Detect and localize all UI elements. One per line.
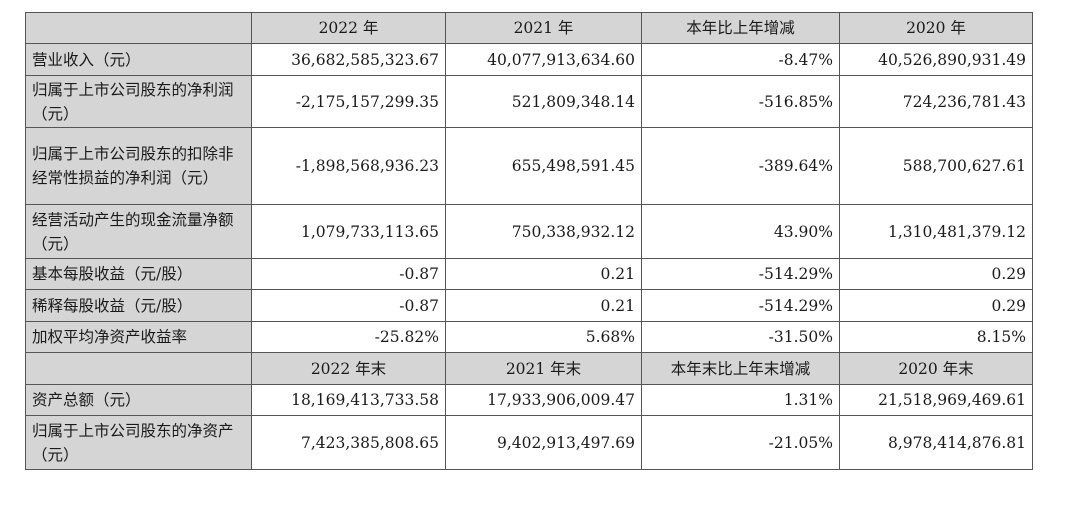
value-cell: -2,175,157,299.35 <box>251 75 446 128</box>
value-cell: 8,978,414,876.81 <box>839 415 1033 470</box>
value-cell: 36,682,585,323.67 <box>251 43 446 76</box>
value-cell: 1,079,733,113.65 <box>251 204 446 259</box>
value-cell: 1.31% <box>641 384 840 416</box>
header-cell: 本年比上年增减 <box>641 12 840 44</box>
table-header-row: 2022 年末 2021 年末 本年末比上年末增减 2020 年末 <box>25 352 1033 385</box>
table-row: 经营活动产生的现金流量净额（元） 1,079,733,113.65 750,33… <box>25 204 1033 259</box>
table-row: 稀释每股收益（元/股） -0.87 0.21 -514.29% 0.29 <box>25 289 1033 322</box>
value-cell: -389.64% <box>641 127 840 205</box>
row-label: 归属于上市公司股东的净资产（元） <box>25 415 252 470</box>
header-cell: 2021 年末 <box>445 352 642 385</box>
row-label: 营业收入（元） <box>25 43 252 76</box>
value-cell: 0.29 <box>839 258 1033 290</box>
row-label: 基本每股收益（元/股） <box>25 258 252 290</box>
value-cell: 40,077,913,634.60 <box>445 43 642 76</box>
row-label: 归属于上市公司股东的净利润（元） <box>25 75 252 128</box>
value-cell: 18,169,413,733.58 <box>251 384 446 416</box>
value-cell: 5.68% <box>445 321 642 353</box>
table-row: 归属于上市公司股东的净资产（元） 7,423,385,808.65 9,402,… <box>25 415 1033 470</box>
table-row: 加权平均净资产收益率 -25.82% 5.68% -31.50% 8.15% <box>25 321 1033 353</box>
value-cell: 40,526,890,931.49 <box>839 43 1033 76</box>
value-cell: 750,338,932.12 <box>445 204 642 259</box>
value-cell: 0.21 <box>445 258 642 290</box>
header-corner-cell <box>25 12 252 44</box>
header-cell: 2021 年 <box>445 12 642 44</box>
row-label: 经营活动产生的现金流量净额（元） <box>25 204 252 259</box>
value-cell: -514.29% <box>641 258 840 290</box>
header-cell: 2022 年末 <box>251 352 446 385</box>
value-cell: -0.87 <box>251 258 446 290</box>
table-row: 归属于上市公司股东的净利润（元） -2,175,157,299.35 521,8… <box>25 75 1033 128</box>
value-cell: 588,700,627.61 <box>839 127 1033 205</box>
value-cell: -21.05% <box>641 415 840 470</box>
value-cell: 21,518,969,469.61 <box>839 384 1033 416</box>
table-row: 资产总额（元） 18,169,413,733.58 17,933,906,009… <box>25 384 1033 416</box>
value-cell: 43.90% <box>641 204 840 259</box>
header-cell: 本年末比上年末增减 <box>641 352 840 385</box>
row-label: 加权平均净资产收益率 <box>25 321 252 353</box>
value-cell: -1,898,568,936.23 <box>251 127 446 205</box>
value-cell: 7,423,385,808.65 <box>251 415 446 470</box>
value-cell: -31.50% <box>641 321 840 353</box>
header-cell: 2020 年末 <box>839 352 1033 385</box>
value-cell: 655,498,591.45 <box>445 127 642 205</box>
value-cell: 521,809,348.14 <box>445 75 642 128</box>
table-header-row: 2022 年 2021 年 本年比上年增减 2020 年 <box>25 12 1033 44</box>
value-cell: -25.82% <box>251 321 446 353</box>
header-corner-cell <box>25 352 252 385</box>
row-label: 稀释每股收益（元/股） <box>25 289 252 322</box>
header-cell: 2020 年 <box>839 12 1033 44</box>
value-cell: 9,402,913,497.69 <box>445 415 642 470</box>
value-cell: 1,310,481,379.12 <box>839 204 1033 259</box>
value-cell: 724,236,781.43 <box>839 75 1033 128</box>
row-label: 归属于上市公司股东的扣除非经常性损益的净利润（元） <box>25 127 252 205</box>
value-cell: 17,933,906,009.47 <box>445 384 642 416</box>
value-cell: 0.29 <box>839 289 1033 322</box>
row-label: 资产总额（元） <box>25 384 252 416</box>
table-row: 归属于上市公司股东的扣除非经常性损益的净利润（元） -1,898,568,936… <box>25 127 1033 205</box>
value-cell: -514.29% <box>641 289 840 322</box>
value-cell: -8.47% <box>641 43 840 76</box>
table-row: 营业收入（元） 36,682,585,323.67 40,077,913,634… <box>25 43 1033 76</box>
value-cell: -516.85% <box>641 75 840 128</box>
financial-summary-table: 2022 年 2021 年 本年比上年增减 2020 年 营业收入（元） 36,… <box>25 12 1033 470</box>
value-cell: 0.21 <box>445 289 642 322</box>
table-row: 基本每股收益（元/股） -0.87 0.21 -514.29% 0.29 <box>25 258 1033 290</box>
value-cell: 8.15% <box>839 321 1033 353</box>
value-cell: -0.87 <box>251 289 446 322</box>
header-cell: 2022 年 <box>251 12 446 44</box>
